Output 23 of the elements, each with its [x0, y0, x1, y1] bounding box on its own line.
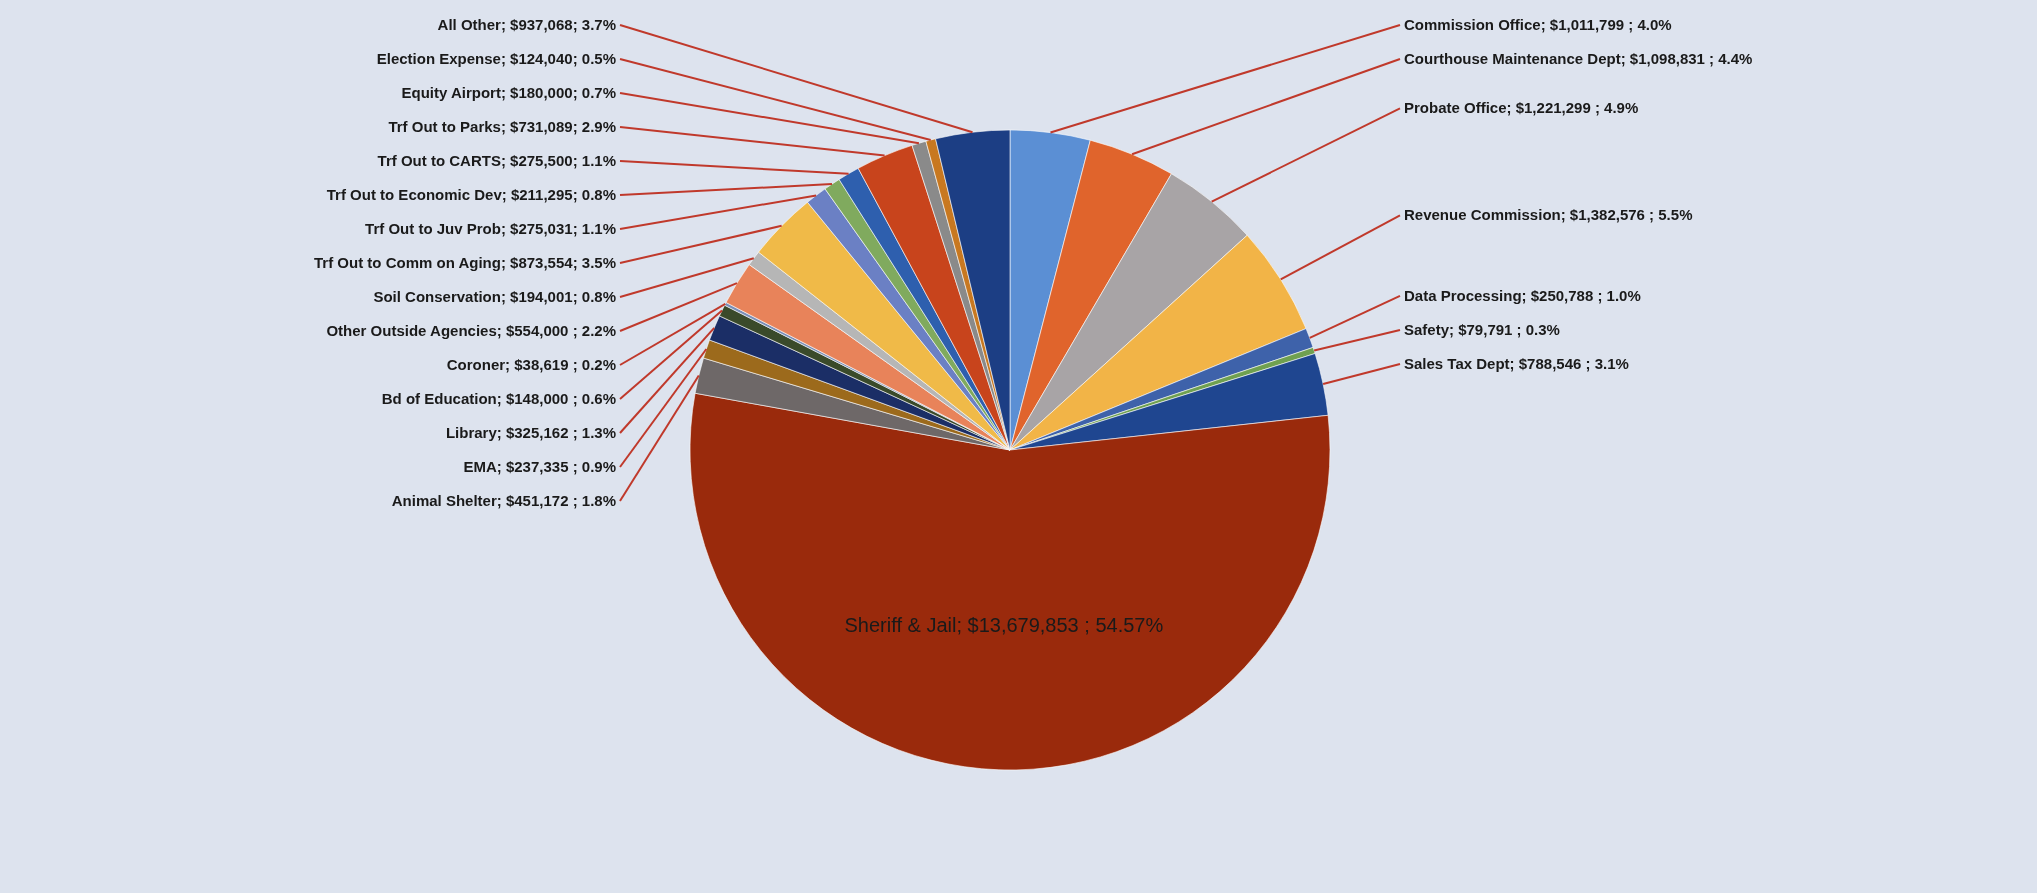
slice-label: Commission Office; $1,011,799 ; 4.0%: [1404, 16, 1672, 33]
slice-label: Election Expense; $124,040; 0.5%: [376, 50, 616, 67]
slice-label: Equity Airport; $180,000; 0.7%: [401, 84, 616, 101]
slice-label: Trf Out to Comm on Aging; $873,554; 3.5%: [314, 254, 616, 271]
slice-label: Sales Tax Dept; $788,546 ; 3.1%: [1404, 354, 1629, 372]
slice-label: Coroner; $38,619 ; 0.2%: [446, 356, 616, 373]
slice-label: Data Processing; $250,788 ; 1.0%: [1404, 286, 1641, 304]
slice-label: Safety; $79,791 ; 0.3%: [1404, 320, 1560, 338]
slice-label: Probate Office; $1,221,299 ; 4.9%: [1404, 99, 1639, 117]
slice-label: Trf Out to CARTS; $275,500; 1.1%: [377, 152, 616, 169]
slice-label: Courthouse Maintenance Dept; $1,098,831 ; 4.4%: [1404, 50, 1753, 67]
slice-label: EMA; $237,335 ; 0.9%: [463, 458, 616, 475]
slice-label: Soil Conservation; $194,001; 0.8%: [373, 288, 616, 305]
slice-label: Trf Out to Economic Dev; $211,295; 0.8%: [326, 186, 616, 203]
slice-label: Trf Out to Juv Prob; $275,031; 1.1%: [365, 220, 616, 237]
slice-label: Other Outside Agencies; $554,000 ; 2.2%: [326, 322, 616, 339]
slice-label: Sheriff & Jail; $13,679,853 ; 54.57%: [844, 613, 1164, 636]
slice-label: Bd of Education; $148,000 ; 0.6%: [381, 390, 616, 407]
slice-label: Animal Shelter; $451,172 ; 1.8%: [391, 492, 616, 509]
slice-label: Trf Out to Parks; $731,089; 2.9%: [388, 118, 616, 135]
slice-label: Library; $325,162 ; 1.3%: [445, 424, 616, 441]
slice-label: All Other; $937,068; 3.7%: [437, 16, 616, 33]
slice-label: Revenue Commission; $1,382,576 ; 5.5%: [1404, 206, 1693, 224]
